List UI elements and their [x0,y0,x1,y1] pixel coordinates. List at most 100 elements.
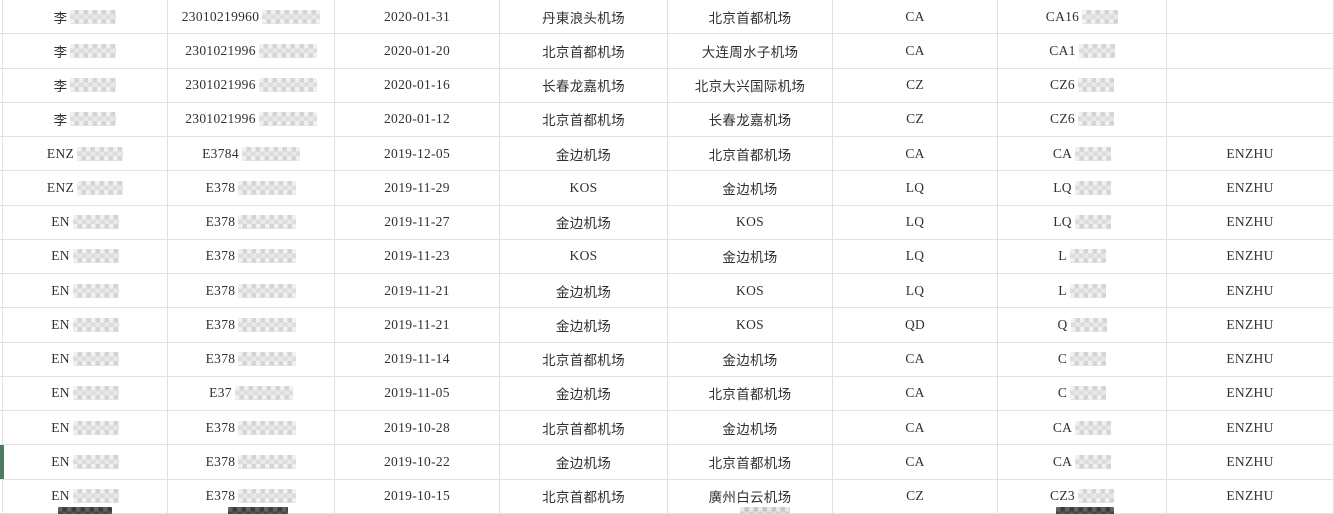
cell-name[interactable]: EN [3,411,168,445]
cell-tag[interactable]: ENZHU [1167,445,1334,479]
cell-name[interactable]: ENZ [3,171,168,205]
cell-id[interactable]: E378 [168,308,335,342]
cell-flight[interactable]: CZ3 [998,479,1167,513]
cell-flight[interactable]: L [998,274,1167,308]
cell-name[interactable]: ENZ [3,137,168,171]
cell-dep[interactable]: 金边机场 [500,205,668,239]
cell-airline[interactable]: LQ [833,171,998,205]
cell-flight[interactable]: LQ [998,171,1167,205]
cell-date[interactable]: 2019-10-15 [335,479,500,513]
cell-name[interactable]: EN [3,479,168,513]
cell-dep[interactable]: 北京首都机场 [500,342,668,376]
cell-name[interactable]: 李 [3,68,168,102]
cell-id[interactable]: E378 [168,239,335,273]
cell-name[interactable]: EN [3,239,168,273]
cell-id[interactable]: E378 [168,274,335,308]
cell-airline[interactable]: CA [833,342,998,376]
cell-arr[interactable]: KOS [668,308,833,342]
cell-airline[interactable]: CA [833,411,998,445]
cell-airline[interactable]: QD [833,308,998,342]
cell-tag[interactable]: ENZHU [1167,137,1334,171]
cell-arr[interactable]: 廣州白云机场 [668,479,833,513]
cell-id[interactable]: E378 [168,171,335,205]
cell-airline[interactable]: LQ [833,205,998,239]
cell-dep[interactable]: 北京首都机场 [500,102,668,136]
cell-name[interactable]: EN [3,308,168,342]
cell-tag[interactable]: ENZHU [1167,308,1334,342]
cell-name[interactable]: EN [3,342,168,376]
cell-name[interactable]: 李 [3,0,168,34]
cell-date[interactable]: 2019-11-23 [335,239,500,273]
cell-arr[interactable]: KOS [668,205,833,239]
cell-airline[interactable]: LQ [833,274,998,308]
cell-date[interactable]: 2020-01-20 [335,34,500,68]
cell-arr[interactable]: 金边机场 [668,411,833,445]
cell-arr[interactable]: 金边机场 [668,239,833,273]
cell-tag[interactable] [1167,68,1334,102]
cell-date[interactable]: 2020-01-16 [335,68,500,102]
cell-dep[interactable]: 金边机场 [500,376,668,410]
cell-id[interactable]: E378 [168,205,335,239]
cell-id[interactable]: E378 [168,342,335,376]
cell-airline[interactable]: CA [833,0,998,34]
cell-tag[interactable]: ENZHU [1167,205,1334,239]
cell-arr[interactable]: 大连周水子机场 [668,34,833,68]
cell-date[interactable]: 2019-11-29 [335,171,500,205]
cell-flight[interactable]: CA1 [998,34,1167,68]
cell-arr[interactable]: 北京首都机场 [668,445,833,479]
cell-name[interactable]: EN [3,376,168,410]
cell-dep[interactable]: KOS [500,239,668,273]
cell-arr[interactable]: 金边机场 [668,171,833,205]
cell-dep[interactable]: 北京首都机场 [500,479,668,513]
cell-id[interactable]: 2301021996 [168,102,335,136]
cell-arr[interactable]: 金边机场 [668,342,833,376]
cell-dep[interactable]: 北京首都机场 [500,34,668,68]
cell-flight[interactable]: CA16 [998,0,1167,34]
cell-dep[interactable]: KOS [500,171,668,205]
cell-dep[interactable]: 金边机场 [500,274,668,308]
cell-airline[interactable]: CA [833,445,998,479]
cell-airline[interactable]: CA [833,137,998,171]
cell-tag[interactable]: ENZHU [1167,342,1334,376]
cell-airline[interactable]: CZ [833,479,998,513]
cell-flight[interactable]: CZ6 [998,68,1167,102]
cell-arr[interactable]: KOS [668,274,833,308]
cell-id[interactable]: E378 [168,479,335,513]
cell-airline[interactable]: CA [833,376,998,410]
cell-flight[interactable]: CA [998,137,1167,171]
cell-tag[interactable]: ENZHU [1167,411,1334,445]
cell-flight[interactable]: L [998,239,1167,273]
cell-flight[interactable]: CA [998,411,1167,445]
cell-flight[interactable]: LQ [998,205,1167,239]
cell-id[interactable]: E378 [168,411,335,445]
cell-airline[interactable]: CZ [833,68,998,102]
cell-date[interactable]: 2019-11-05 [335,376,500,410]
cell-flight[interactable]: C [998,342,1167,376]
cell-dep[interactable]: 北京首都机场 [500,411,668,445]
cell-date[interactable]: 2019-11-21 [335,274,500,308]
cell-name[interactable]: EN [3,205,168,239]
cell-flight[interactable]: CZ6 [998,102,1167,136]
cell-arr[interactable]: 北京大兴国际机场 [668,68,833,102]
cell-arr[interactable]: 长春龙嘉机场 [668,102,833,136]
cell-dep[interactable]: 丹東浪头机场 [500,0,668,34]
cell-airline[interactable]: LQ [833,239,998,273]
cell-date[interactable]: 2019-10-22 [335,445,500,479]
cell-tag[interactable] [1167,0,1334,34]
cell-dep[interactable]: 金边机场 [500,137,668,171]
cell-name[interactable]: 李 [3,34,168,68]
cell-tag[interactable]: ENZHU [1167,171,1334,205]
cell-airline[interactable]: CZ [833,102,998,136]
cell-dep[interactable]: 金边机场 [500,445,668,479]
cell-tag[interactable] [1167,34,1334,68]
cell-date[interactable]: 2019-11-21 [335,308,500,342]
cell-id[interactable]: E37 [168,376,335,410]
cell-date[interactable]: 2019-10-28 [335,411,500,445]
cell-tag[interactable]: ENZHU [1167,274,1334,308]
cell-tag[interactable]: ENZHU [1167,376,1334,410]
cell-arr[interactable]: 北京首都机场 [668,137,833,171]
cell-date[interactable]: 2020-01-31 [335,0,500,34]
cell-id[interactable]: E378 [168,445,335,479]
cell-name[interactable]: 李 [3,102,168,136]
cell-name[interactable]: EN [3,274,168,308]
